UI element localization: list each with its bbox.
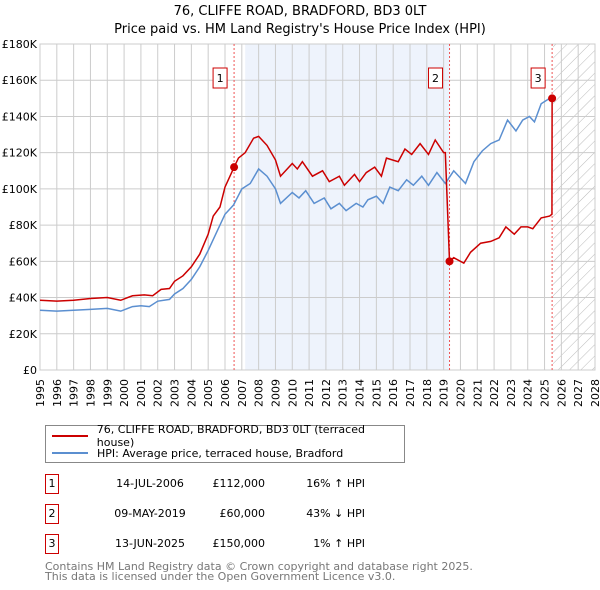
- x-tick-label: 2026: [555, 379, 568, 407]
- sale-label-box: [428, 67, 444, 89]
- x-tick-label: 2011: [303, 379, 316, 407]
- sale-label: 1: [217, 72, 224, 85]
- x-tick-label: 2000: [118, 379, 131, 407]
- x-tick-label: 2015: [370, 379, 383, 407]
- legend-swatch: [52, 452, 88, 454]
- x-tick-label: 2020: [454, 379, 467, 407]
- x-tick-label: 2004: [185, 379, 198, 407]
- sale-row: 3 13-JUN-2025 £150,000 1% ↑ HPI: [45, 534, 445, 554]
- sale-date: 14-JUL-2006: [116, 477, 184, 490]
- y-tick-label: £60K: [9, 255, 38, 268]
- series-line: [39, 98, 553, 302]
- x-tick-label: 2014: [354, 379, 367, 407]
- x-tick-label: 1995: [34, 379, 47, 407]
- x-tick-label: 2008: [253, 379, 266, 407]
- sale-number: 3: [45, 534, 59, 554]
- x-tick-label: 2001: [135, 379, 148, 407]
- legend-item-property: 76, CLIFFE ROAD, BRADFORD, BD3 0LT (terr…: [52, 423, 404, 449]
- x-tick-label: 1999: [101, 379, 114, 407]
- sale-hpi-diff: 1% ↑ HPI: [313, 537, 365, 550]
- x-tick-label: 2006: [219, 379, 232, 407]
- x-tick-label: 2016: [387, 379, 400, 407]
- sale-price: £60,000: [219, 507, 266, 520]
- legend-label: 76, CLIFFE ROAD, BRADFORD, BD3 0LT (terr…: [96, 423, 365, 449]
- sale-number: 2: [45, 504, 59, 524]
- x-tick-label: 1998: [84, 379, 97, 407]
- footer-copyright: Contains HM Land Registry data © Crown c…: [45, 560, 473, 573]
- x-tick-label: 2018: [421, 379, 434, 407]
- sale-date: 13-JUN-2025: [114, 537, 186, 550]
- y-tick-label: £160K: [2, 74, 38, 87]
- sale-date: 09-MAY-2019: [114, 507, 186, 520]
- y-tick-label: £20K: [9, 328, 38, 341]
- x-tick-label: 2027: [572, 379, 585, 407]
- chart-title: 76, CLIFFE ROAD, BRADFORD, BD3 0LT: [173, 4, 427, 19]
- price-chart: 1995 1996 1997 1998 1999 2000 2001 2002 2003 2004…: [2, 38, 600, 407]
- x-tick-label: 2013: [337, 379, 350, 407]
- x-tick-label: 2019: [438, 379, 451, 407]
- x-tick-label: 1996: [51, 379, 64, 407]
- plot-frame: [39, 43, 596, 371]
- y-tick-label: £100K: [2, 183, 38, 196]
- chart-subtitle: Price paid vs. HM Land Registry's House …: [114, 22, 486, 37]
- x-tick-label: 2021: [471, 379, 484, 407]
- y-tick-label: £120K: [2, 147, 38, 160]
- y-tick-label: £0: [23, 364, 37, 377]
- x-tick-label: 2009: [269, 379, 282, 407]
- sale-price: £112,000: [212, 477, 266, 490]
- series-line: [39, 94, 553, 312]
- x-tick-label: 2007: [236, 379, 249, 407]
- sale-hpi-diff: 16% ↑ HPI: [306, 477, 365, 490]
- y-tick-label: £140K: [2, 110, 38, 123]
- x-tick-label: 1997: [68, 379, 81, 407]
- sale-point: [548, 94, 557, 103]
- sale-label: 2: [432, 72, 439, 85]
- y-tick-label: £40K: [9, 292, 38, 305]
- sale-hpi-diff: 43% ↓ HPI: [306, 507, 365, 520]
- x-tick-label: 2022: [488, 379, 501, 407]
- x-tick-label: 2012: [320, 379, 333, 407]
- x-tick-label: 2010: [286, 379, 299, 407]
- x-tick-label: 2023: [505, 379, 518, 407]
- y-tick-label: £80K: [9, 219, 38, 232]
- forecast-hatch: [552, 44, 595, 370]
- sale-point: [445, 257, 454, 266]
- sale-price: £150,000: [212, 537, 266, 550]
- legend: 76, CLIFFE ROAD, BRADFORD, BD3 0LT (terr…: [45, 423, 405, 463]
- legend-item-hpi: HPI: Average price, terraced house, Brad…: [52, 445, 343, 461]
- x-tick-label: 2024: [522, 379, 535, 407]
- y-tick-label: £180K: [2, 38, 38, 51]
- sale-row: 1 14-JUL-2006 £112,000 16% ↑ HPI: [45, 474, 445, 494]
- x-tick-label: 2002: [152, 379, 165, 407]
- footer-licence: This data is licensed under the Open Gov…: [45, 570, 396, 583]
- sale-row: 2 09-MAY-2019 £60,000 43% ↓ HPI: [45, 504, 445, 524]
- ownership-shade: [245, 44, 450, 370]
- x-tick-label: 2003: [169, 379, 182, 407]
- sale-label-box: [212, 67, 228, 89]
- legend-swatch: [52, 435, 88, 437]
- sale-label: 3: [535, 72, 542, 85]
- x-tick-label: 2005: [202, 379, 215, 407]
- x-tick-label: 2028: [589, 379, 600, 407]
- sale-number: 1: [45, 474, 59, 494]
- legend-label: HPI: Average price, terraced house, Brad…: [97, 446, 344, 460]
- x-tick-label: 2025: [539, 379, 552, 407]
- sale-point: [230, 163, 239, 172]
- x-tick-label: 2017: [404, 379, 417, 407]
- sale-label-box: [530, 67, 546, 89]
